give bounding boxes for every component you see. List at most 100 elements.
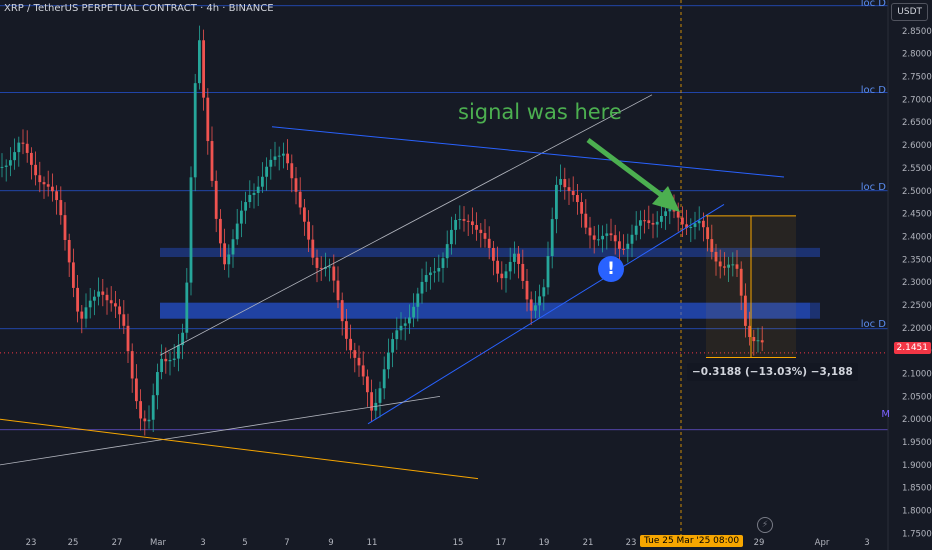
y-tick-label: 2.6500 — [902, 118, 932, 128]
candle-body — [399, 325, 403, 331]
candle-body — [118, 306, 121, 315]
candle-body — [542, 287, 546, 297]
y-tick-label: 1.7500 — [902, 529, 932, 539]
candle-body — [189, 177, 193, 283]
y-tick-label: 2.4500 — [902, 210, 932, 220]
candle-body — [261, 176, 264, 187]
candle-body — [651, 223, 655, 225]
candle-body — [72, 262, 75, 288]
y-tick-label: 2.5000 — [902, 187, 932, 197]
candle-body — [42, 182, 46, 185]
candle-body — [88, 300, 92, 308]
candle-body — [198, 40, 201, 84]
candle-body — [168, 359, 172, 362]
candle-body — [210, 141, 214, 181]
candle-body — [202, 40, 205, 98]
candle-body — [59, 200, 63, 216]
y-tick-label: 2.3000 — [902, 278, 932, 288]
candle-body — [51, 186, 54, 192]
currency-button[interactable]: USDT — [891, 3, 928, 21]
lightning-icon[interactable]: ⚡ — [757, 517, 773, 533]
candle-body — [147, 419, 151, 422]
x-tick-label: 9 — [328, 538, 333, 548]
candle-body — [135, 378, 138, 402]
candle-body — [13, 152, 16, 161]
measure-label: −0.3188 (−13.03%) −3,188 — [687, 363, 858, 381]
candle-body — [576, 194, 579, 203]
candle-body — [357, 357, 361, 366]
x-tick-label: 17 — [496, 538, 507, 548]
candle-body — [282, 153, 285, 156]
candle-body — [252, 192, 256, 195]
candle-body — [685, 224, 688, 228]
candle-body — [693, 223, 697, 227]
candle-body — [487, 238, 491, 248]
candle-body — [214, 180, 218, 219]
candle-body — [479, 229, 483, 234]
candle-body — [622, 248, 625, 250]
candle-body — [492, 247, 495, 261]
candle-body — [345, 321, 348, 339]
candle-body — [391, 339, 394, 353]
support-zone — [160, 247, 820, 258]
candle-body — [441, 258, 445, 268]
candle-body — [605, 233, 609, 236]
horizontal-levels — [0, 0, 888, 535]
candle-body — [4, 165, 8, 167]
level-label: loc D — [860, 0, 886, 9]
candle-body — [592, 235, 596, 240]
candle-body — [303, 207, 306, 222]
candle-body — [84, 307, 88, 319]
y-tick-label: 2.5500 — [902, 164, 932, 174]
candle-body — [114, 303, 117, 307]
candle-body — [639, 220, 642, 226]
candle-body — [744, 295, 747, 326]
m-level-label: M — [881, 409, 890, 420]
candle-body — [25, 143, 29, 153]
candle-body — [550, 219, 554, 257]
candle-body — [101, 291, 105, 295]
candle-body — [0, 166, 4, 168]
x-tick-label: 27 — [112, 538, 123, 548]
candle-body — [567, 187, 571, 191]
candle-body — [172, 358, 176, 360]
candle-body — [706, 227, 709, 240]
candle-body — [508, 261, 512, 272]
candle-body — [534, 305, 537, 311]
candle-body — [21, 142, 25, 144]
candle-body — [387, 352, 390, 370]
candle-body — [450, 229, 453, 245]
candle-body — [80, 311, 84, 319]
candle-body — [109, 300, 113, 304]
candle-body — [660, 216, 663, 222]
candle-body — [273, 156, 277, 160]
time-axis: 23 25 27 Mar 3 5 7 9 11 15 17 19 21 23 29 Apr 3 — [26, 538, 870, 548]
candle-body — [538, 296, 541, 306]
current-price-tag: 2.1451 — [893, 342, 931, 354]
candle-body — [294, 178, 298, 192]
candle-body — [311, 239, 315, 258]
level-label: loc D — [860, 182, 886, 193]
candle-body — [454, 219, 457, 230]
candle-body — [626, 243, 630, 250]
candle-body — [714, 251, 718, 262]
candle-body — [332, 266, 336, 281]
y-tick-label: 2.0500 — [902, 392, 932, 402]
candle-body — [181, 332, 184, 346]
x-tick-label: 7 — [284, 538, 289, 548]
candle-body — [307, 221, 310, 240]
y-tick-label: 2.4000 — [902, 232, 932, 242]
candle-body — [244, 202, 247, 211]
candle-body — [63, 215, 67, 240]
y-tick-label: 2.7000 — [902, 95, 932, 105]
candle-body — [328, 266, 331, 268]
candle-body — [584, 213, 588, 228]
candle-body — [416, 293, 420, 307]
candle-body — [433, 271, 436, 273]
candle-body — [382, 369, 386, 389]
candle-body — [340, 300, 344, 322]
signal-arrow-head — [652, 186, 680, 212]
channel-lower-line — [367, 204, 725, 425]
candle-body — [76, 287, 79, 312]
